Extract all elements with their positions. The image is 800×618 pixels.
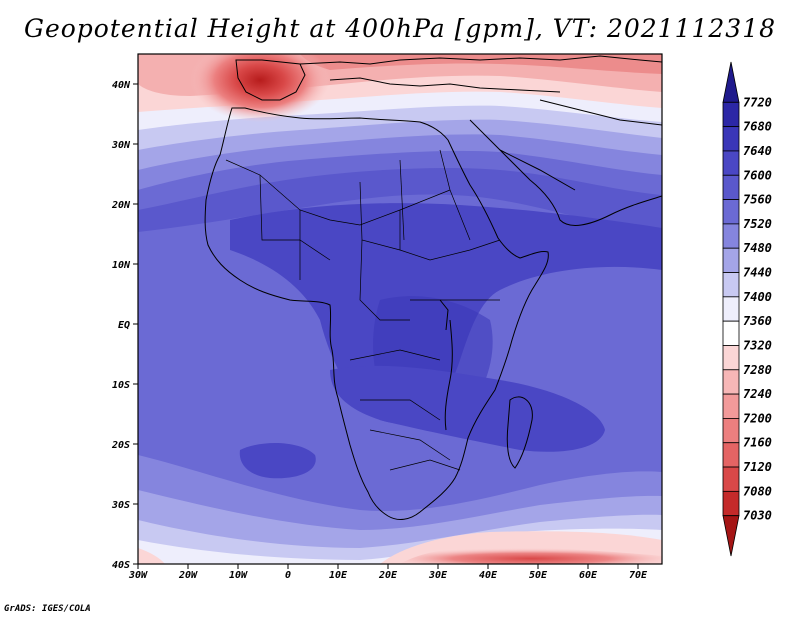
lon-label: 10W — [229, 570, 248, 581]
lat-label: 10S — [112, 380, 130, 391]
colorbar-segment — [722, 320, 740, 346]
colorbar-label: 7320 — [743, 338, 772, 352]
lat-label: 40N — [112, 80, 131, 91]
colorbar-segment — [722, 174, 740, 200]
colorbar-segment — [722, 199, 740, 225]
coastlines — [204, 55, 662, 520]
lat-label: 30N — [111, 140, 131, 151]
colorbar-segment — [722, 515, 740, 557]
colorbar-segment — [722, 490, 740, 517]
credit-text: GrADS: IGES/COLA — [4, 604, 91, 614]
height-field — [138, 54, 662, 564]
colorbar-segment — [722, 61, 740, 103]
colorbar-label: 7480 — [743, 241, 772, 255]
map-frame — [137, 53, 663, 565]
colorbar-label: 7120 — [743, 460, 772, 474]
colorbar-segment — [722, 247, 740, 273]
lon-label: 60E — [579, 570, 598, 581]
lat-label: 20N — [111, 200, 131, 211]
colorbar-label: 7720 — [743, 95, 772, 109]
lon-label: 50E — [529, 570, 548, 581]
lat-label: 20S — [111, 440, 130, 451]
country-borders — [225, 149, 501, 471]
lat-label: 40S — [112, 560, 130, 571]
colorbar-label: 7440 — [743, 266, 772, 280]
colorbar-segment — [722, 345, 740, 371]
colorbar-label: 7200 — [743, 411, 772, 425]
colorbar-label: 7600 — [743, 168, 772, 182]
colorbar-segment — [722, 466, 740, 492]
colorbar-label: 7560 — [743, 193, 772, 207]
latitude-axis: 40N 30N 20N 10N EQ 10S 20S 30S 40S — [111, 80, 138, 571]
lon-label: 30E — [428, 570, 448, 581]
lat-label: 30S — [111, 500, 130, 511]
colorbar-segment — [722, 223, 740, 249]
colorbar-segment — [722, 442, 740, 468]
lon-label: 10E — [329, 570, 348, 581]
colorbar-label: 7080 — [743, 484, 772, 498]
colorbar-label: 7400 — [743, 290, 772, 304]
lon-label: 20W — [178, 570, 198, 581]
lat-label: EQ — [118, 320, 130, 331]
colorbar-label: 7280 — [743, 363, 772, 377]
colorbar-segment — [722, 272, 740, 298]
colorbar-segment — [722, 393, 740, 419]
colorbar-segment — [722, 296, 740, 322]
map-title: Geopotential Height at 400hPa [gpm], VT:… — [23, 14, 777, 43]
lon-label: 70E — [629, 570, 648, 581]
lat-label: 10N — [112, 260, 131, 271]
colorbar-label: 7160 — [743, 436, 772, 450]
colorbar-label: 7030 — [743, 509, 772, 523]
colorbar-segment — [722, 369, 740, 395]
colorbar-segment — [722, 126, 740, 152]
colorbar: 7720 7680 7640 7600 7560 7520 7480 7440 7400 7360… — [722, 61, 772, 557]
colorbar-label: 7520 — [743, 217, 772, 231]
colorbar-segment — [722, 418, 740, 444]
colorbar-label: 7360 — [743, 314, 772, 328]
colorbar-segment — [722, 150, 740, 176]
longitude-axis: 30W 20W 10W 0 10E 20E 30E 40E 50E 60E 70… — [128, 564, 648, 581]
colorbar-label: 7640 — [743, 144, 772, 158]
colorbar-segment — [722, 101, 740, 128]
lon-label: 20E — [378, 570, 398, 581]
lon-label: 30W — [128, 570, 148, 581]
colorbar-label: 7240 — [743, 387, 772, 401]
colorbar-label: 7680 — [743, 120, 772, 134]
lon-label: 40E — [479, 570, 498, 581]
lon-label: 0 — [285, 570, 291, 581]
